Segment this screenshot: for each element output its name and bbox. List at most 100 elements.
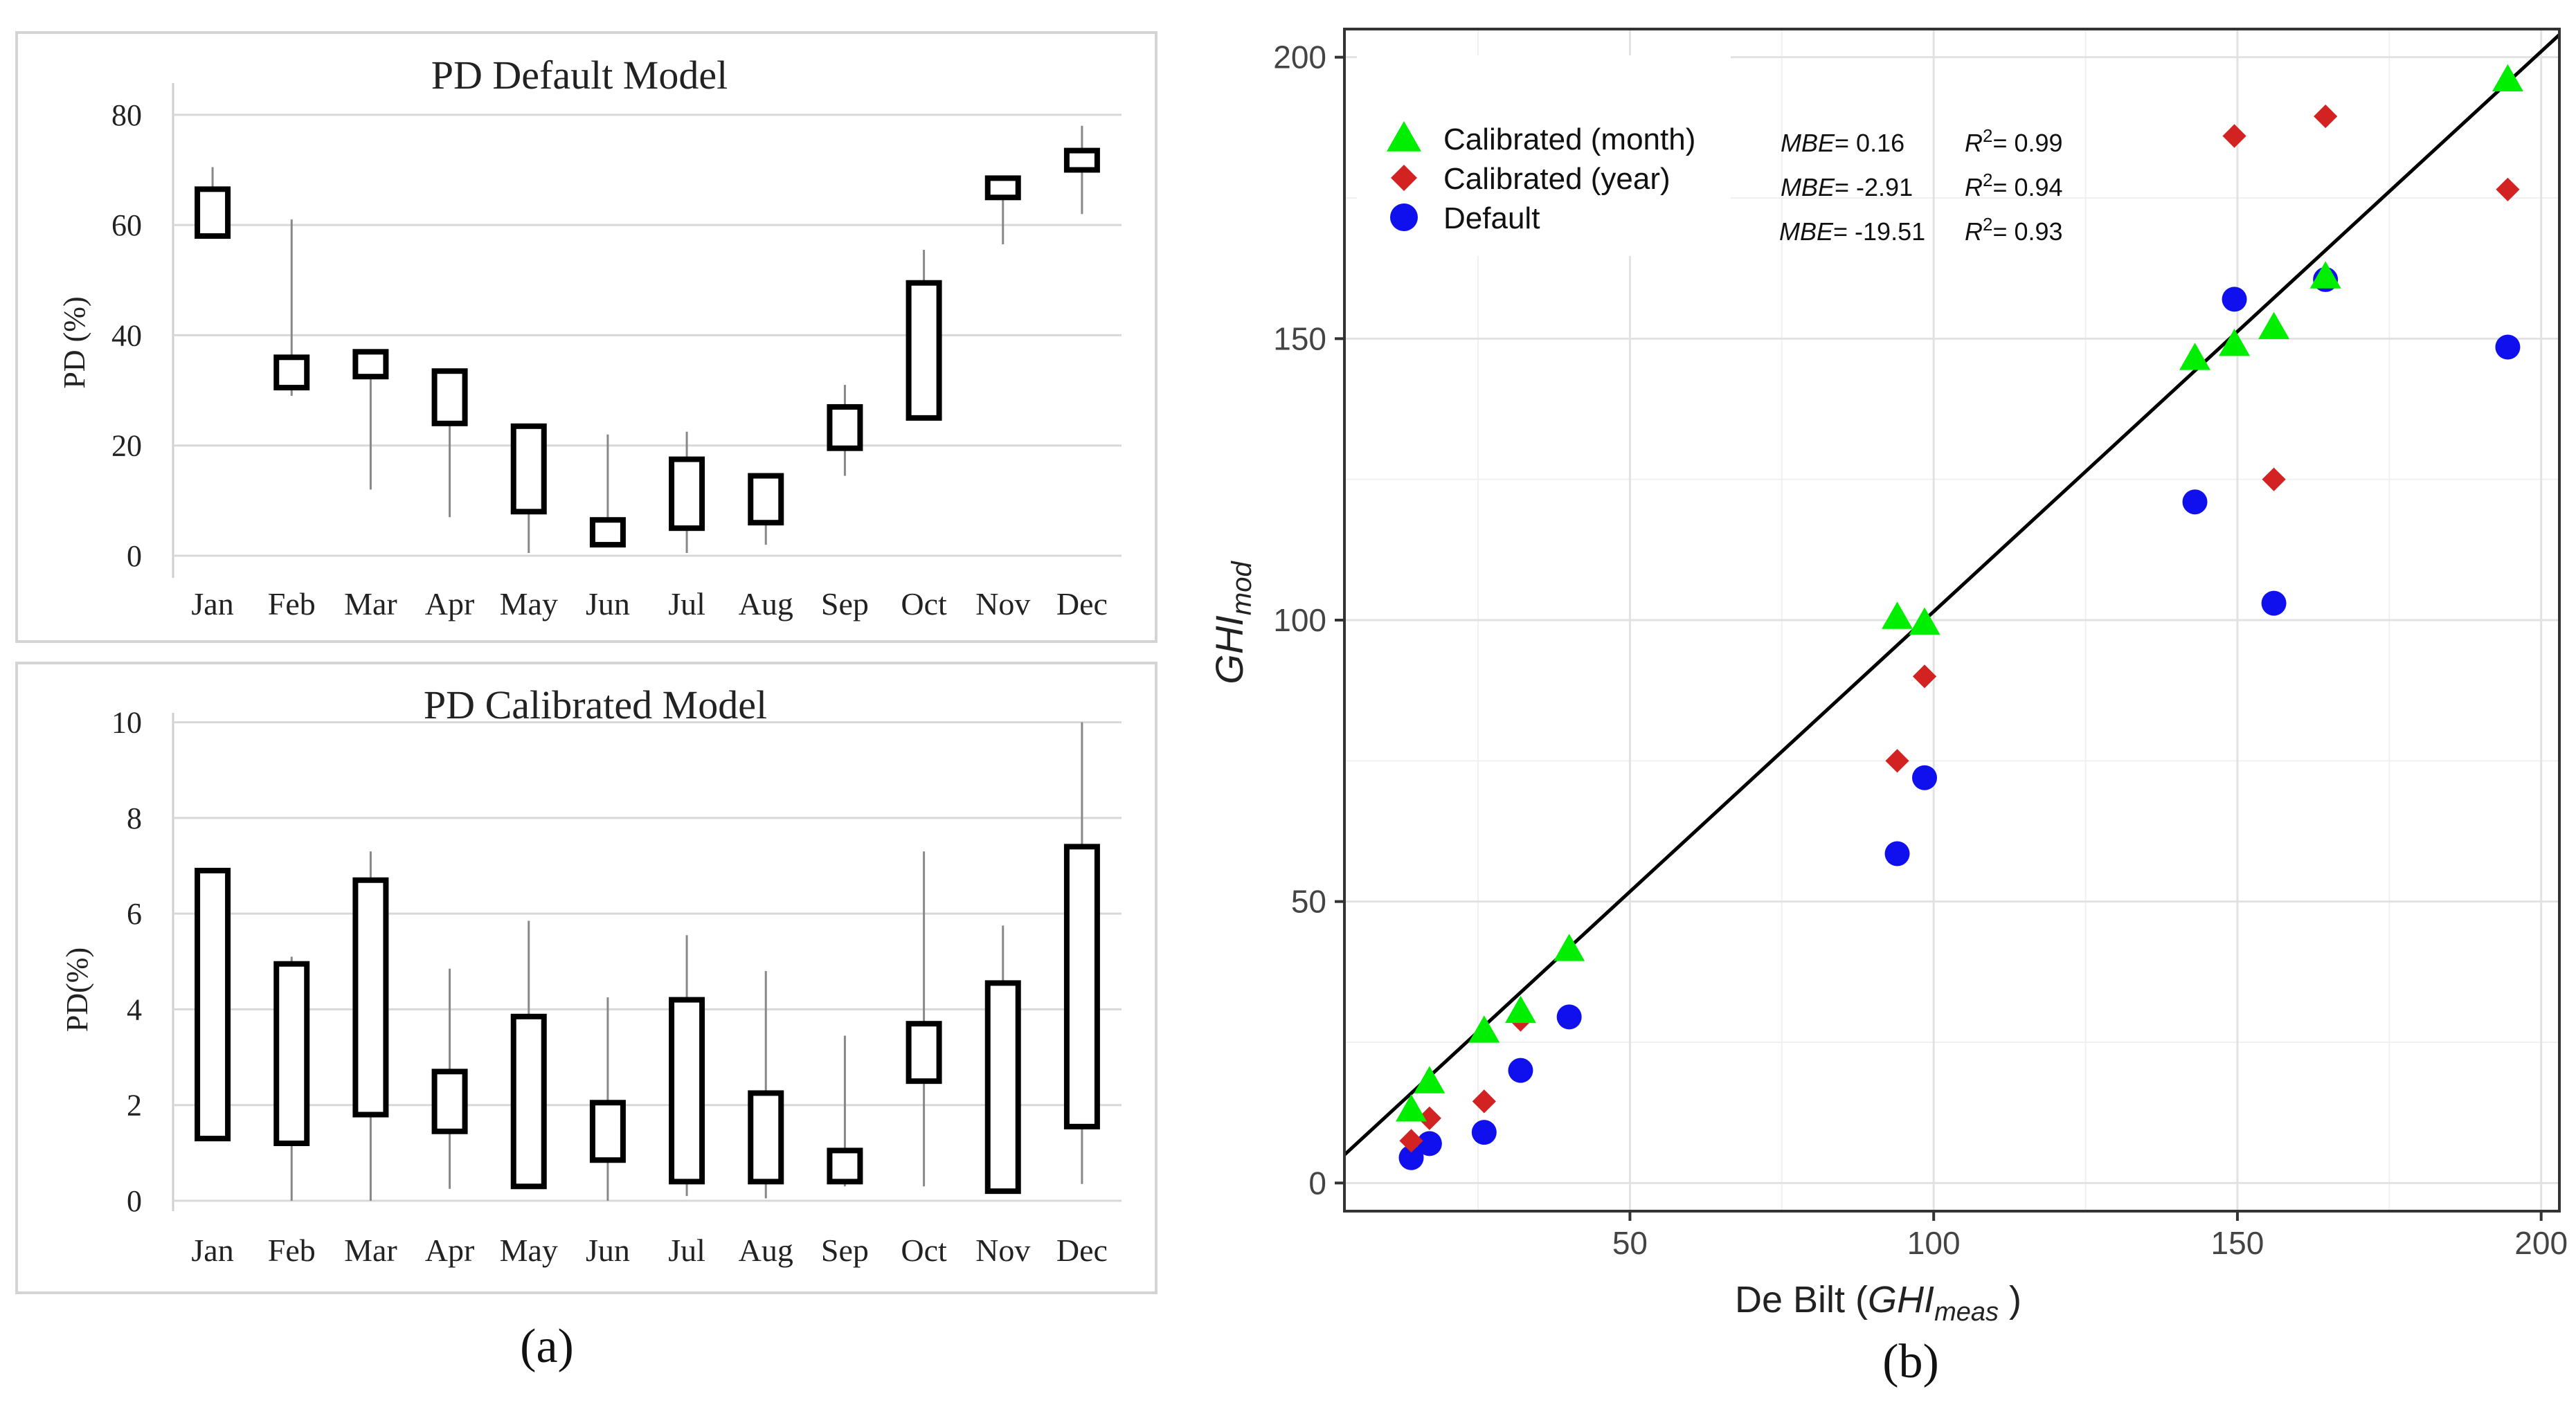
r2-stat: R2= 0.94 bbox=[1965, 170, 2063, 201]
x-tick-label: Jan bbox=[191, 1233, 233, 1268]
candle-box bbox=[906, 280, 942, 421]
r2-stat: R2= 0.99 bbox=[1965, 125, 2063, 157]
candle-box bbox=[669, 456, 705, 532]
x-tick-label: Aug bbox=[739, 586, 793, 621]
y-axis-label: PD (%) bbox=[57, 296, 91, 388]
candle-box bbox=[748, 473, 784, 526]
grid-lines bbox=[1344, 29, 2559, 1211]
x-tick-label: May bbox=[500, 1233, 558, 1268]
candle-box bbox=[273, 961, 310, 1147]
ghi-scatter-chart: 0 50 100 150 200 50 100 150 200 De Bilt (GHImea… bbox=[1207, 28, 2568, 1327]
r2-stat: R2= 0.93 bbox=[1965, 214, 2063, 246]
x-tick-label: 150 bbox=[2211, 1225, 2264, 1261]
triangle-point bbox=[1553, 934, 1585, 961]
candle-box bbox=[352, 877, 389, 1118]
x-tick-labels: Jan Feb Mar Apr May Jun Jul Aug Sep Oct Nov Dec bbox=[191, 586, 1108, 621]
triangle-point bbox=[2309, 261, 2341, 289]
legend-marker-diamond bbox=[1391, 165, 1417, 191]
candle-box bbox=[273, 354, 310, 391]
x-tick-label: Nov bbox=[975, 1233, 1030, 1268]
mbe-stat: MBE= -19.51 bbox=[1779, 217, 1925, 246]
y-tick-labels: 0 20 40 60 80 bbox=[111, 98, 142, 573]
y-tick-label: 150 bbox=[1273, 320, 1326, 356]
y-tick-label: 8 bbox=[127, 801, 142, 835]
chart-frame bbox=[15, 31, 1158, 643]
grid-lines bbox=[173, 114, 1122, 557]
x-tick-label: Jun bbox=[586, 586, 630, 621]
x-tick-label: 200 bbox=[2514, 1225, 2568, 1261]
y-tick-label: 6 bbox=[127, 897, 142, 931]
diamond-point bbox=[1399, 1129, 1423, 1153]
circle-point bbox=[2182, 489, 2208, 515]
candle-box bbox=[984, 175, 1021, 201]
circle-point bbox=[1471, 1120, 1497, 1145]
x-tick-label: Aug bbox=[739, 1233, 793, 1268]
circle-point bbox=[2222, 287, 2247, 312]
x-tick-label: Jul bbox=[668, 586, 705, 621]
y-tick-label: 50 bbox=[1291, 884, 1326, 920]
diamond-point bbox=[2262, 467, 2286, 491]
diamond-point bbox=[1912, 664, 1937, 689]
circle-point bbox=[1416, 1131, 1442, 1156]
panel-label-b: (b) bbox=[1882, 1335, 1939, 1388]
x-tick-label: Jan bbox=[191, 586, 233, 621]
legend: Calibrated (month) Calibrated (year) Defau… bbox=[1357, 55, 1731, 256]
circle-point bbox=[2495, 334, 2521, 360]
y-tick-labels: 0 2 4 6 8 10 bbox=[111, 706, 142, 1218]
legend-label: Default bbox=[1443, 201, 1540, 235]
pd-calibrated-model-chart: PD Calibrated Model PD(%) 0 2 4 6 8 10 Jan Feb… bbox=[15, 662, 1158, 1294]
candle-box bbox=[748, 1090, 784, 1185]
candle-box bbox=[827, 1147, 863, 1185]
x-tick-label: May bbox=[500, 586, 558, 621]
x-tick-label: Apr bbox=[425, 586, 475, 621]
y-tick-label: 0 bbox=[127, 1184, 142, 1218]
y-tick-label: 40 bbox=[111, 318, 142, 352]
x-tick-label: Dec bbox=[1056, 586, 1108, 621]
x-tick-label: Apr bbox=[425, 1233, 475, 1268]
y-tick-label: 4 bbox=[127, 992, 142, 1026]
candle-box bbox=[906, 1021, 942, 1084]
candle-box bbox=[984, 980, 1021, 1195]
circle-point bbox=[1884, 841, 1910, 866]
y-tick-label: 80 bbox=[111, 98, 142, 132]
triangle-point bbox=[2492, 64, 2523, 92]
x-tick-labels: Jan Feb Mar Apr May Jun Jul Aug Sep Oct Nov Dec bbox=[191, 1233, 1108, 1268]
candle-box bbox=[589, 517, 626, 548]
candle-box bbox=[510, 423, 547, 515]
x-tick-label: Sep bbox=[821, 1233, 869, 1268]
pd-default-model-chart: PD Default Model PD (%) 0 20 40 60 80 Jan Feb… bbox=[15, 31, 1158, 643]
chart-title: PD Calibrated Model bbox=[424, 682, 767, 727]
x-tick-label: Dec bbox=[1056, 1233, 1108, 1268]
candle-box bbox=[195, 186, 231, 239]
x-tick-labels: 50 100 150 200 bbox=[1612, 1211, 2568, 1261]
candle-box bbox=[827, 403, 863, 451]
diamond-point bbox=[2496, 177, 2520, 201]
x-tick-label: Mar bbox=[344, 586, 397, 621]
mbe-stat: MBE= 0.16 bbox=[1781, 129, 1904, 157]
triangle-point bbox=[1468, 1015, 1500, 1043]
triangle-point bbox=[1882, 601, 1913, 629]
y-tick-label: 2 bbox=[127, 1089, 142, 1123]
triangle-point bbox=[2219, 328, 2251, 356]
y-tick-label: 0 bbox=[1308, 1165, 1326, 1201]
x-tick-label: Jul bbox=[668, 1233, 705, 1268]
y-tick-label: 20 bbox=[111, 429, 142, 463]
triangle-point bbox=[1504, 995, 1536, 1024]
triangle-point bbox=[2258, 311, 2290, 339]
candle-box bbox=[1063, 147, 1100, 173]
circle-point bbox=[1398, 1145, 1424, 1170]
x-tick-label: Sep bbox=[821, 586, 869, 621]
candle-box bbox=[431, 368, 468, 426]
chart-frame bbox=[15, 662, 1158, 1294]
legend-background bbox=[1357, 55, 1731, 256]
candlestick-boxes bbox=[195, 125, 1100, 554]
candle-box bbox=[431, 1069, 468, 1134]
circle-point bbox=[1508, 1057, 1533, 1083]
candle-box bbox=[352, 349, 389, 380]
candle-box bbox=[510, 1013, 547, 1190]
statistics-annotations: MBE= 0.16 R2= 0.99 MBE= -2.91 R2= 0.94 MBE= … bbox=[1779, 125, 2063, 246]
candlestick-boxes bbox=[195, 722, 1100, 1201]
x-tick-label: 50 bbox=[1612, 1225, 1648, 1261]
x-axis-label: De Bilt (GHImeas ) bbox=[1735, 1279, 2021, 1327]
